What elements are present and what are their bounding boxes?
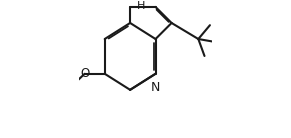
- Text: O: O: [81, 67, 90, 80]
- Text: N: N: [151, 81, 160, 94]
- Text: H: H: [137, 1, 145, 11]
